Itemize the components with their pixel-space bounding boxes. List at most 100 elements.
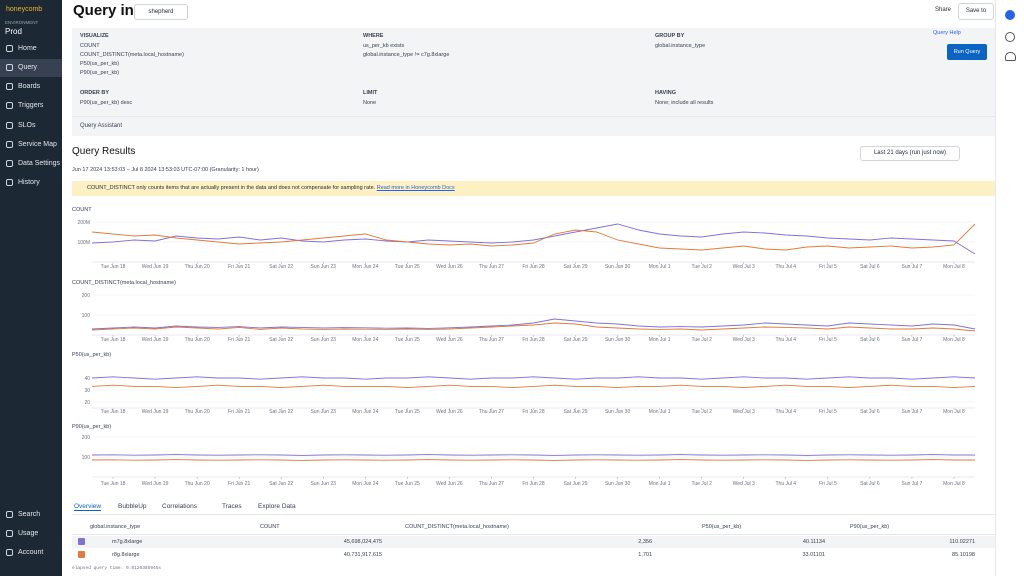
save-button[interactable]: Save to <box>958 3 994 20</box>
banner-link[interactable]: Read more in Honeycomb Docs <box>377 185 455 191</box>
tab[interactable]: Traces <box>222 503 242 510</box>
swatch <box>78 551 85 558</box>
x-tick-label: Fri Jun 28 <box>522 264 544 270</box>
query-item[interactable]: P90(us_per_kb) <box>80 70 119 76</box>
nav-icon <box>6 64 13 71</box>
query-help[interactable]: Query Help <box>933 30 961 36</box>
logo[interactable]: honeycomb <box>6 6 42 13</box>
column-header[interactable]: P50(us_per_kb) <box>702 524 741 530</box>
nav-item[interactable]: Search <box>0 506 62 524</box>
nav-item[interactable]: Boards <box>0 78 62 96</box>
query-item[interactable]: COUNT_DISTINCT(meta.local_hostname) <box>80 52 184 58</box>
table-cell: m7g.8xlarge <box>112 539 142 545</box>
section-label: GROUP BY <box>655 33 684 39</box>
x-tick-label: Sun Jul 7 <box>901 264 922 270</box>
column-header[interactable]: COUNT <box>260 524 280 530</box>
nav-item[interactable]: History <box>0 174 62 192</box>
section-label: ORDER BY <box>80 90 109 96</box>
x-tick-label: Thu Jun 20 <box>185 409 210 415</box>
info-icon[interactable] <box>1005 10 1015 20</box>
x-tick-label: Sat Jun 22 <box>269 481 293 487</box>
query-item[interactable]: None; include all results <box>655 100 713 106</box>
query-item[interactable]: P90(us_per_kb) desc <box>80 100 132 106</box>
x-tick-label: Sat Jun 29 <box>564 481 588 487</box>
x-tick-label: Sun Jul 7 <box>901 409 922 415</box>
query-item[interactable]: us_per_kb exists <box>363 43 404 49</box>
nav-item[interactable]: SLOs <box>0 117 62 135</box>
query-item[interactable]: global.instance_type != c7g.8xlarge <box>363 52 449 58</box>
divider <box>72 116 995 117</box>
nav-icon <box>6 141 13 148</box>
right-rail <box>995 0 1024 576</box>
env-label: ENVIRONMENT <box>5 20 38 25</box>
x-tick-label: Wed Jun 19 <box>142 264 169 270</box>
history-icon[interactable] <box>1005 32 1015 42</box>
y-tick-label: 200M <box>77 220 90 226</box>
env[interactable]: Prod <box>5 27 22 36</box>
column-header[interactable]: global.instance_type <box>90 524 140 530</box>
x-tick-label: Mon Jul 8 <box>943 337 965 343</box>
nav-item[interactable]: Usage <box>0 525 62 543</box>
x-tick-label: Tue Jun 18 <box>101 481 126 487</box>
y-tick-label: 200 <box>82 293 91 299</box>
dataset-picker[interactable]: shepherd <box>134 4 188 20</box>
tab[interactable]: Correlations <box>162 503 197 510</box>
x-tick-label: Fri Jun 28 <box>522 337 544 343</box>
table-cell: 110.02271 <box>949 539 975 545</box>
x-tick-label: Tue Jun 25 <box>395 481 420 487</box>
share-button[interactable]: Share <box>935 7 951 13</box>
query-item[interactable]: None <box>363 100 376 106</box>
x-tick-label: Thu Jul 4 <box>775 409 796 415</box>
x-tick-label: Tue Jun 18 <box>101 337 126 343</box>
query-item[interactable]: COUNT <box>80 43 100 49</box>
nav-item[interactable]: Data Settings <box>0 155 62 173</box>
team-icon[interactable] <box>1005 52 1016 61</box>
column-header[interactable]: COUNT_DISTINCT(meta.local_hostname) <box>405 524 509 530</box>
nav-item[interactable]: Home <box>0 40 62 58</box>
x-tick-label: Thu Jul 4 <box>775 481 796 487</box>
footer: elapsed query time: 0.0120385945s <box>72 566 161 571</box>
x-tick-label: Sun Jun 30 <box>605 264 631 270</box>
x-tick-label: Sun Jun 30 <box>605 337 631 343</box>
x-tick-label: Mon Jul 1 <box>649 337 671 343</box>
query-builder: VISUALIZECOUNTCOUNT_DISTINCT(meta.local_… <box>72 28 995 136</box>
x-tick-label: Thu Jun 27 <box>479 409 504 415</box>
x-tick-label: Sun Jul 7 <box>901 481 922 487</box>
x-tick-label: Wed Jun 26 <box>436 409 463 415</box>
nav-item[interactable]: Service Map <box>0 136 62 154</box>
nav-item[interactable]: Triggers <box>0 97 62 115</box>
x-tick-label: Wed Jun 19 <box>142 481 169 487</box>
column-header[interactable]: P90(us_per_kb) <box>850 524 889 530</box>
table-cell: 45,698,024,475 <box>344 539 382 545</box>
y-tick-label: 30 <box>84 388 90 394</box>
x-tick-label: Fri Jul 5 <box>819 264 837 270</box>
x-tick-label: Fri Jun 21 <box>228 409 250 415</box>
section-label: WHERE <box>363 33 383 39</box>
nav-item[interactable]: Account <box>0 544 62 562</box>
x-tick-label: Sat Jul 6 <box>860 337 880 343</box>
nav-icon <box>6 511 13 518</box>
query-item[interactable]: P50(us_per_kb) <box>80 61 119 67</box>
swatch <box>78 538 85 545</box>
series-line <box>92 224 975 254</box>
nav-item[interactable]: Query <box>0 59 62 77</box>
tab[interactable]: Overview <box>74 503 101 511</box>
x-tick-label: Fri Jun 21 <box>228 264 250 270</box>
assistant[interactable]: Query Assistant <box>80 123 122 129</box>
time-picker[interactable]: Last 21 days (run just now) <box>860 146 960 161</box>
x-tick-label: Sat Jul 6 <box>860 409 880 415</box>
nav-icon <box>6 179 13 186</box>
table-cell: 40,731,917,615 <box>344 552 382 558</box>
query-item[interactable]: global.instance_type <box>655 43 705 49</box>
run-button[interactable]: Run Query <box>947 44 987 60</box>
x-tick-label: Tue Jun 25 <box>395 264 420 270</box>
tabs: Overview BubbleUp Correlations Traces Explor… <box>72 500 995 515</box>
x-tick-label: Wed Jun 26 <box>436 337 463 343</box>
x-tick-label: Sun Jun 23 <box>311 264 337 270</box>
tab[interactable]: Explore Data <box>258 503 296 510</box>
x-tick-label: Fri Jul 5 <box>819 337 837 343</box>
y-tick-label: 100 <box>82 313 91 319</box>
nav-icon <box>6 45 13 52</box>
x-tick-label: Fri Jun 28 <box>522 409 544 415</box>
tab[interactable]: BubbleUp <box>118 503 147 510</box>
